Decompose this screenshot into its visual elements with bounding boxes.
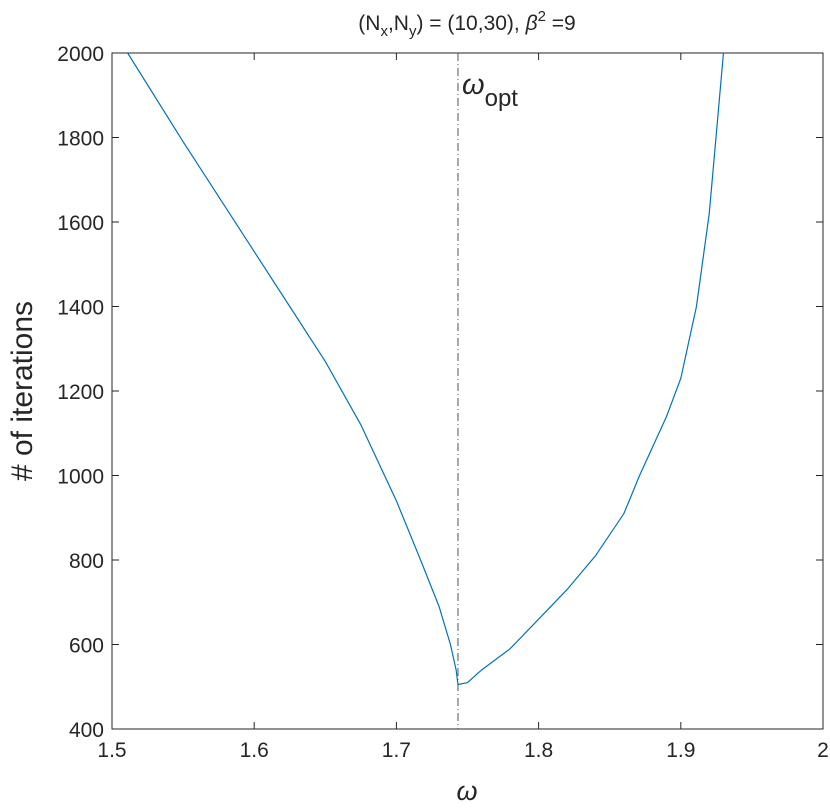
x-tick-label: 1.9 [666,739,695,762]
annotation: ωopt [462,69,518,112]
x-tick-label: 2 [817,739,829,762]
y-tick-label: 1600 [57,212,104,235]
y-tick-label: 1400 [57,297,104,320]
y-tick-label: 1800 [57,128,104,151]
x-tick-label: 1.8 [524,739,553,762]
x-tick-label: 1.5 [97,739,126,762]
chart-title: (Nx,Ny) = (10,30), β2 =9 [358,8,575,40]
y-tick-label: 2000 [57,43,104,66]
data-line [127,52,725,686]
y-tick-label: 1200 [57,381,104,404]
plot-frame [111,52,824,730]
y-tick-label: 400 [69,719,104,742]
y-tick-label: 1000 [57,466,104,489]
x-tick-label: 1.7 [382,739,411,762]
y-tick-label: 800 [69,550,104,573]
y-tick-label: 600 [69,635,104,658]
y-axis-label: # of iterations [6,301,39,481]
x-axis-label: ω [456,776,477,806]
x-tick-label: 1.6 [240,739,269,762]
